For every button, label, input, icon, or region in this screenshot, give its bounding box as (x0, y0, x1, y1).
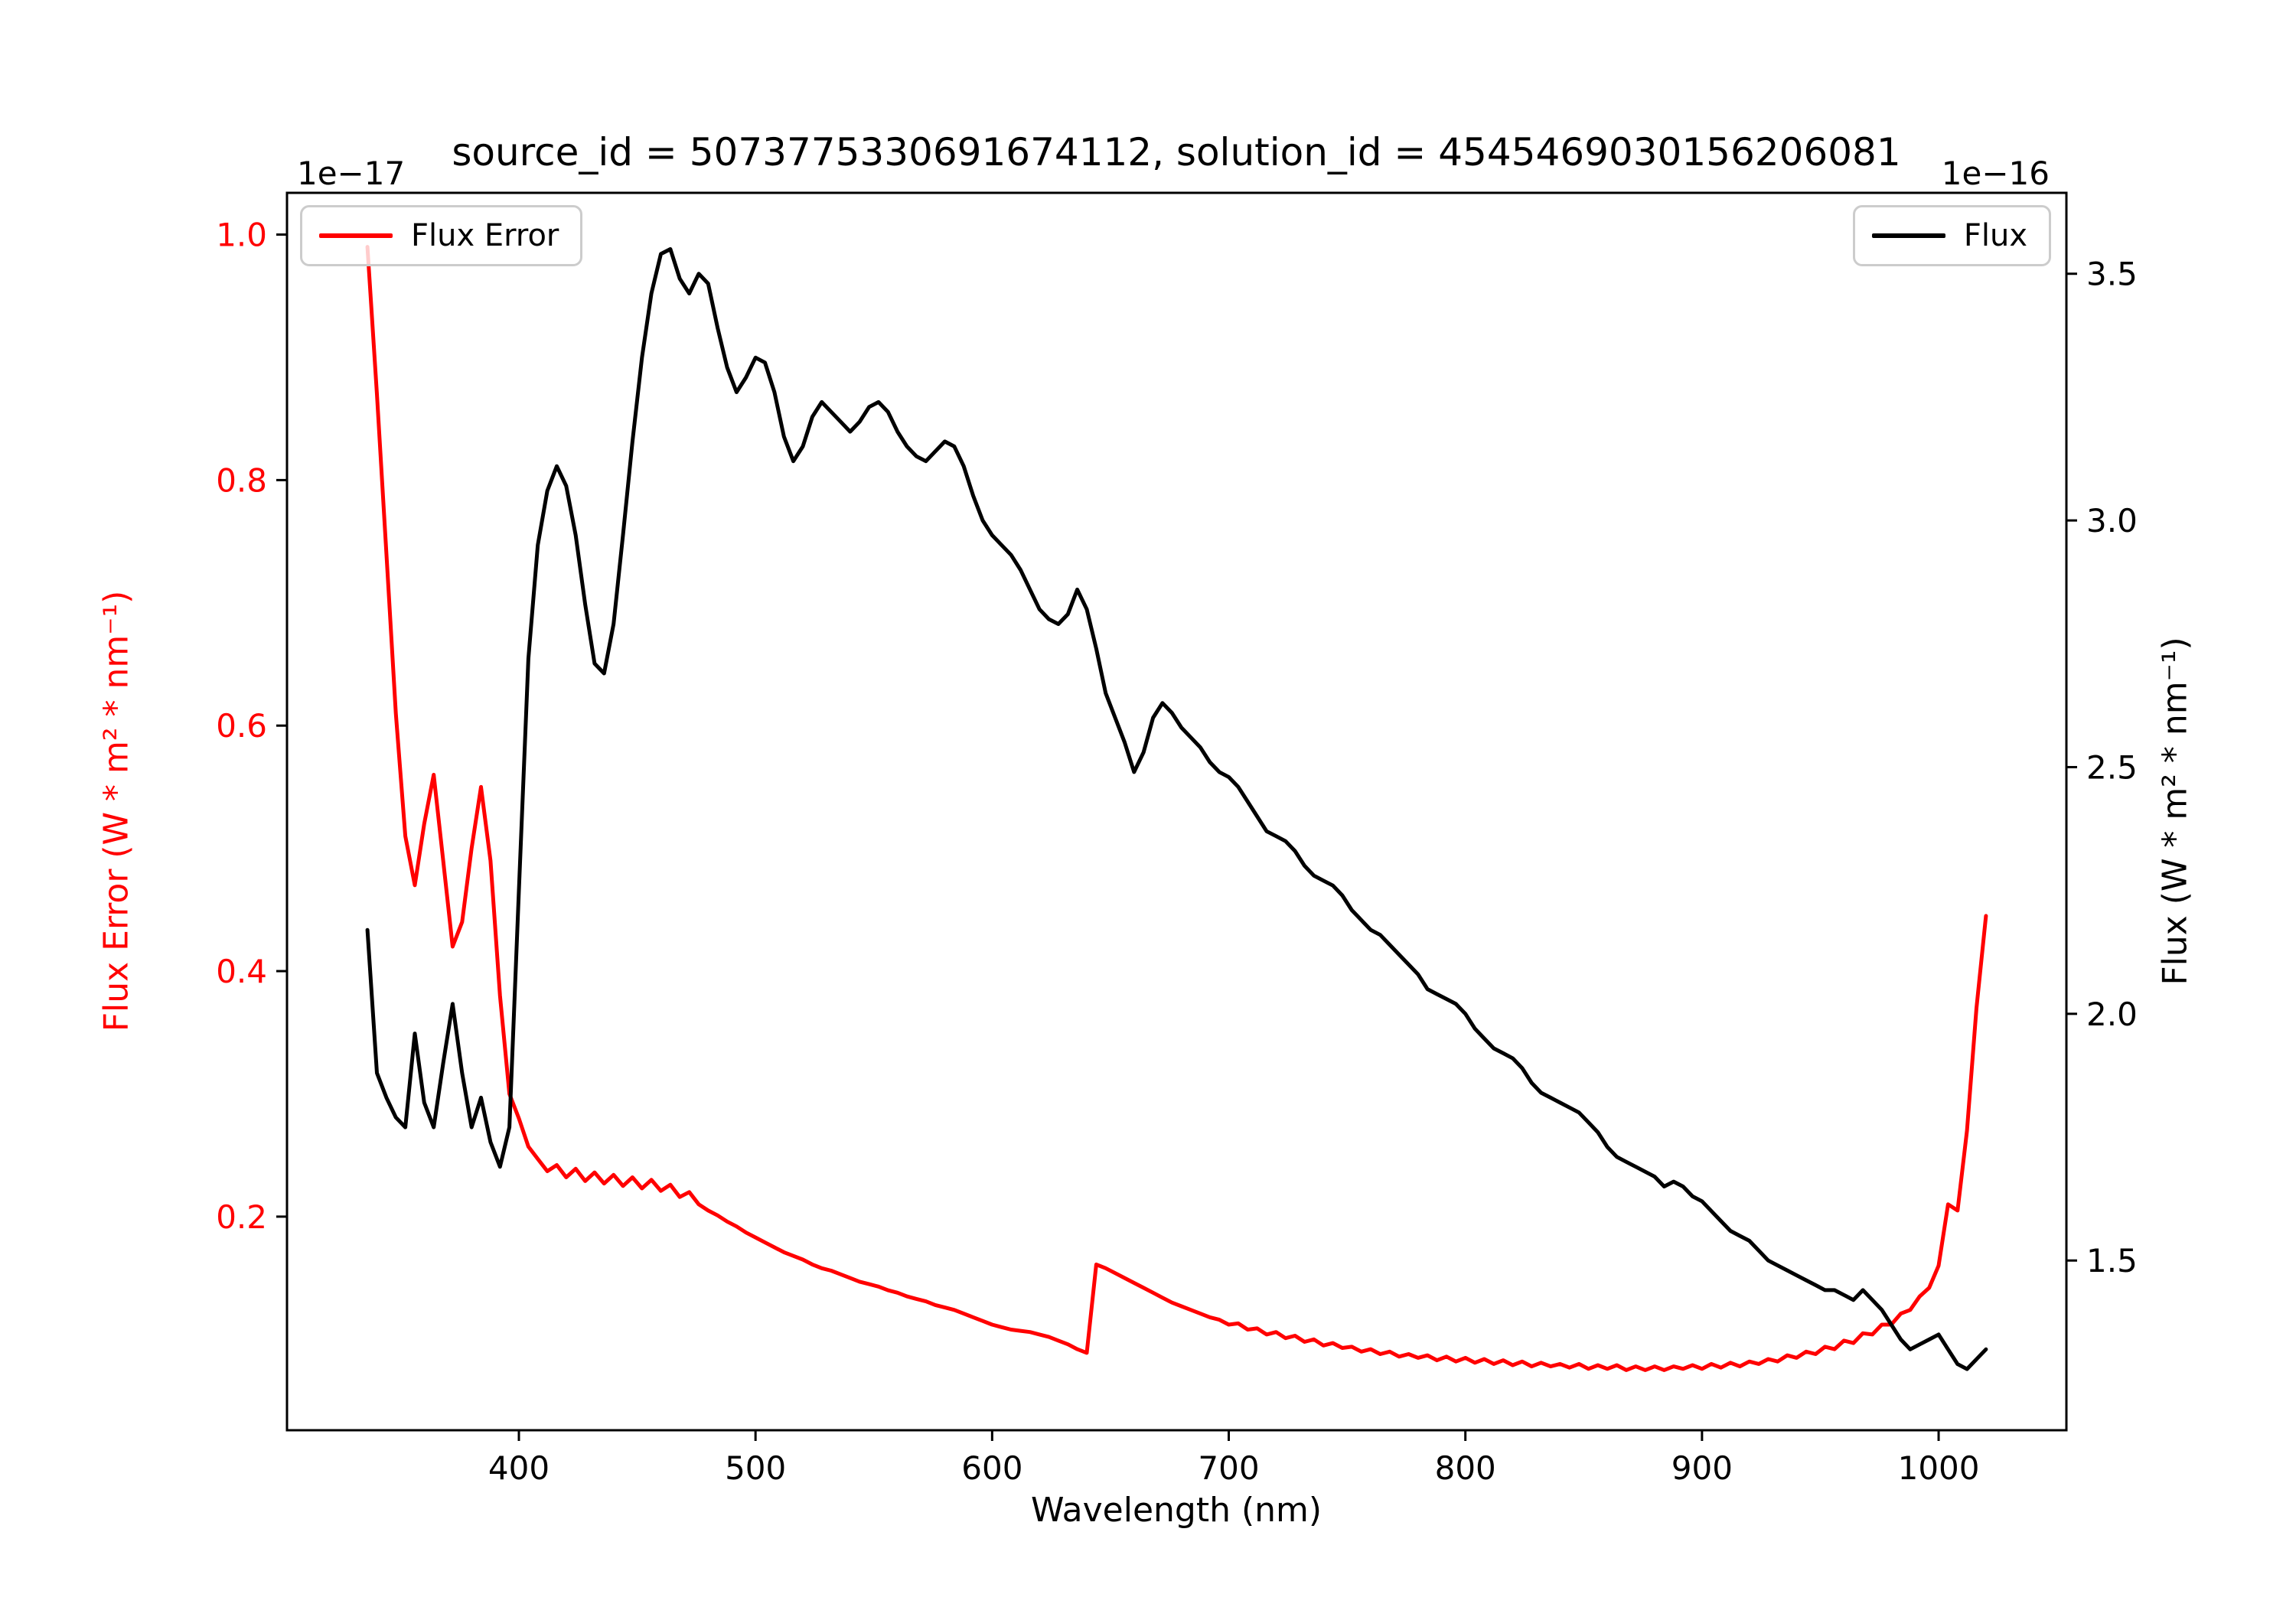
legend-flux: Flux (1852, 205, 2051, 266)
x-tick-label: 900 (1671, 1449, 1733, 1487)
x-tick-label: 600 (961, 1449, 1022, 1487)
left-y-tick-label: 1.0 (216, 217, 267, 254)
x-tick-label: 400 (488, 1449, 550, 1487)
right-axis-offset-text: 1e−16 (1941, 155, 2050, 192)
flux-error-legend-line (319, 233, 393, 238)
right-y-axis-label: Flux (W * m² * nm⁻¹) (2155, 637, 2195, 986)
left-y-tick-label: 0.6 (216, 707, 267, 745)
x-axis-label: Wavelength (nm) (1030, 1491, 1322, 1530)
x-tick-label: 800 (1435, 1449, 1496, 1487)
right-y-tick-label: 2.5 (2086, 748, 2138, 786)
x-tick-label: 700 (1198, 1449, 1259, 1487)
x-tick-label: 500 (725, 1449, 786, 1487)
left-y-axis-label: Flux Error (W * m² * nm⁻¹) (96, 590, 136, 1032)
flux-legend-line (1871, 233, 1945, 238)
plot-title: source_id = 5073775330691674112, solutio… (452, 130, 1901, 174)
right-y-tick-label: 3.5 (2086, 256, 2138, 293)
flux-legend-label: Flux (1963, 218, 2027, 253)
flux-line (365, 247, 1988, 1371)
left-axis-offset-text: 1e−17 (297, 155, 406, 192)
plot-frame (285, 191, 2068, 1432)
right-y-tick-label: 1.5 (2086, 1242, 2138, 1279)
x-tick-label: 1000 (1898, 1449, 1980, 1487)
flux-error-line (365, 245, 1988, 1372)
left-y-tick-label: 0.4 (216, 953, 267, 990)
right-y-tick-label: 2.0 (2086, 996, 2138, 1033)
flux-error-legend-label: Flux Error (411, 218, 559, 253)
left-y-tick-label: 0.8 (216, 461, 267, 499)
left-y-tick-label: 0.2 (216, 1198, 267, 1236)
legend-flux-error: Flux Error (300, 205, 583, 266)
right-y-tick-label: 3.0 (2086, 502, 2138, 539)
